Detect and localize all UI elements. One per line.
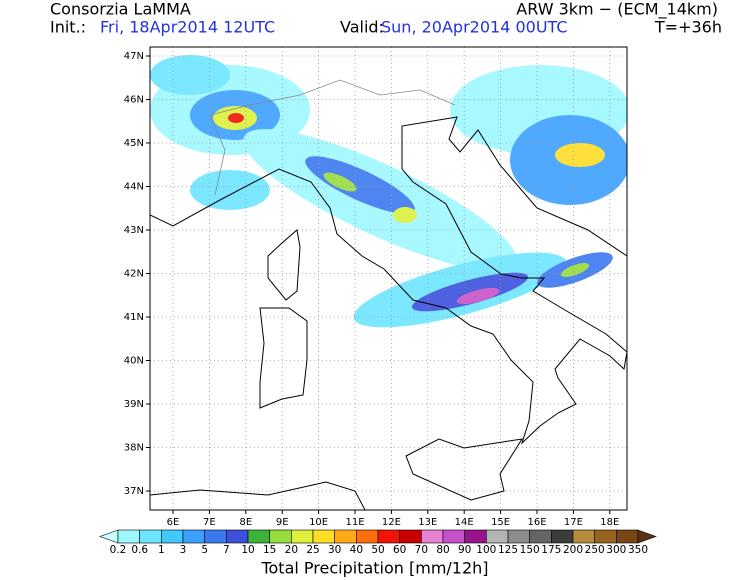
valid-label: Valid:	[340, 18, 384, 37]
latitude-label: 41N	[124, 312, 144, 323]
colorbar-label: 3	[180, 544, 187, 556]
longitude-label: 16E	[527, 517, 546, 528]
colorbar-label: 30	[328, 544, 341, 556]
colorbar-box	[247, 529, 270, 544]
colorbar-label: 300	[606, 544, 626, 556]
colorbar-under-triangle	[99, 529, 119, 544]
map	[150, 47, 627, 510]
colorbar-label: 175	[541, 544, 561, 556]
colorbar-box	[334, 529, 357, 544]
colorbar-box	[399, 529, 422, 544]
colorbar-label: 125	[498, 544, 518, 556]
longitude-label: 17E	[564, 517, 583, 528]
init-label: Init.:	[50, 18, 86, 37]
colorbar-box	[464, 529, 487, 544]
colorbar-label: 40	[350, 544, 363, 556]
colorbar-box	[291, 529, 314, 544]
colorbar-box	[312, 529, 335, 544]
colorbar-box	[139, 529, 162, 544]
latitude-label: 43N	[124, 225, 144, 236]
longitude-label: 14E	[455, 517, 474, 528]
colorbar-label: 250	[585, 544, 605, 556]
colorbar-label: 0.6	[131, 544, 148, 556]
latitude-label: 46N	[124, 95, 144, 106]
latitude-label: 44N	[124, 182, 144, 193]
longitude-label: 18E	[600, 517, 619, 528]
colorbar-box	[226, 529, 249, 544]
longitude-label: 15E	[491, 517, 510, 528]
colorbar-box	[616, 529, 639, 544]
colorbar-label: 1	[158, 544, 165, 556]
latitude-label: 39N	[124, 399, 144, 410]
colorbar-label: 5	[201, 544, 208, 556]
colorbar-box	[572, 529, 595, 544]
colorbar-box	[421, 529, 444, 544]
colorbar-box	[204, 529, 227, 544]
colorbar-label: 200	[563, 544, 583, 556]
longitude-label: 6E	[167, 517, 180, 528]
colorbar-box	[269, 529, 292, 544]
colorbar-label: 0.2	[110, 544, 127, 556]
colorbar-label: 15	[263, 544, 276, 556]
colorbar-label: 50	[371, 544, 384, 556]
latitude-label: 38N	[124, 443, 144, 454]
longitude-label: 9E	[276, 517, 289, 528]
colorbar-box	[551, 529, 574, 544]
colorbar-box	[486, 529, 509, 544]
colorbar-label: 20	[285, 544, 298, 556]
coastline-africa	[150, 481, 366, 510]
latitude-label: 40N	[124, 356, 144, 367]
colorbar-box	[161, 529, 184, 544]
colorbar-label: 7	[223, 544, 230, 556]
title: Consorzia LaMMA	[50, 0, 191, 19]
colorbar-box	[182, 529, 205, 544]
colorbar-label: 60	[393, 544, 406, 556]
lead-time: T=+36h	[654, 18, 722, 37]
longitude-label: 8E	[239, 517, 252, 528]
colorbar-over-triangle	[637, 529, 657, 544]
coastline-sicily	[405, 438, 524, 501]
coastline-sardinia	[259, 307, 308, 409]
colorbar-label: 70	[415, 544, 428, 556]
map-frame	[149, 46, 628, 511]
colorbar-box	[594, 529, 617, 544]
init-time: Fri, 18Apr2014 12UTC	[100, 18, 275, 37]
coastline-corsica	[267, 229, 301, 301]
colorbar-box	[507, 529, 530, 544]
country-border	[209, 79, 456, 196]
longitude-label: 10E	[309, 517, 328, 528]
colorbar-label: 90	[458, 544, 471, 556]
longitude-label: 7E	[203, 517, 216, 528]
colorbar-label: 150	[520, 544, 540, 556]
colorbar-box	[356, 529, 379, 544]
colorbar-label: 100	[476, 544, 496, 556]
colorbar-title: Total Precipitation [mm/12h]	[260, 559, 488, 578]
colorbar-box	[529, 529, 552, 544]
coastline-mainland	[150, 116, 627, 445]
longitude-label: 13E	[418, 517, 437, 528]
colorbar-label: 25	[306, 544, 319, 556]
latitude-label: 47N	[124, 51, 144, 62]
colorbar-label: 350	[628, 544, 648, 556]
model: ARW 3km − (ECM_14km)	[516, 0, 718, 20]
valid-time: Sun, 20Apr2014 00UTC	[381, 18, 568, 37]
colorbar-box	[117, 529, 140, 544]
colorbar-label: 10	[241, 544, 254, 556]
longitude-label: 12E	[382, 517, 401, 528]
colorbar-label: 80	[436, 544, 449, 556]
precipitation-field	[150, 55, 627, 328]
latitude-label: 42N	[124, 269, 144, 280]
latitude-label: 45N	[124, 138, 144, 149]
colorbar-box	[442, 529, 465, 544]
colorbar-box	[377, 529, 400, 544]
longitude-label: 11E	[345, 517, 364, 528]
latitude-label: 37N	[124, 486, 144, 497]
